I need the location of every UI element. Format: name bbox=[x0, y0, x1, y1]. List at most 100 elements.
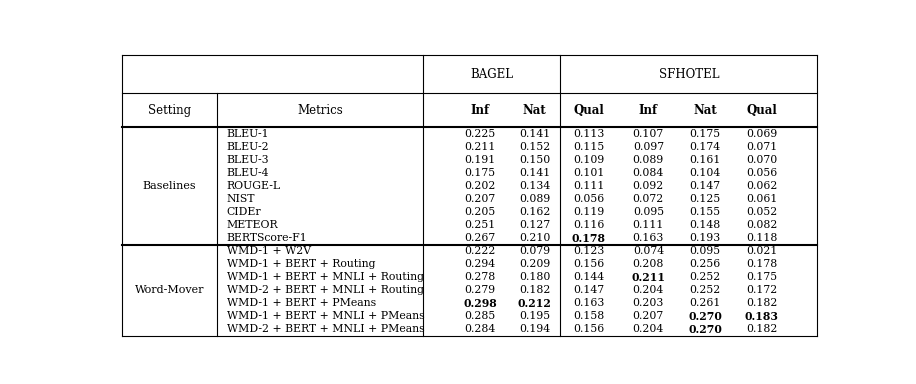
Text: 0.210: 0.210 bbox=[519, 233, 551, 243]
Text: 0.070: 0.070 bbox=[747, 155, 778, 165]
Text: 0.109: 0.109 bbox=[573, 155, 605, 165]
Text: 0.134: 0.134 bbox=[519, 181, 551, 191]
Text: 0.252: 0.252 bbox=[690, 272, 721, 282]
Text: Setting: Setting bbox=[148, 104, 191, 117]
Text: WMD-2 + BERT + MNLI + PMeans: WMD-2 + BERT + MNLI + PMeans bbox=[226, 324, 424, 334]
Text: 0.182: 0.182 bbox=[747, 324, 778, 334]
Text: 0.204: 0.204 bbox=[633, 285, 664, 295]
Text: 0.285: 0.285 bbox=[464, 311, 496, 321]
Text: 0.207: 0.207 bbox=[464, 194, 496, 204]
Text: 0.021: 0.021 bbox=[747, 246, 778, 256]
Text: 0.203: 0.203 bbox=[633, 298, 664, 308]
Text: 0.163: 0.163 bbox=[573, 298, 605, 308]
Text: 0.156: 0.156 bbox=[573, 259, 605, 269]
Text: 0.144: 0.144 bbox=[573, 272, 605, 282]
Text: BERTScore-F1: BERTScore-F1 bbox=[226, 233, 308, 243]
Text: 0.174: 0.174 bbox=[690, 142, 721, 152]
Text: 0.141: 0.141 bbox=[519, 168, 551, 178]
Text: 0.141: 0.141 bbox=[519, 129, 551, 139]
Text: 0.082: 0.082 bbox=[747, 220, 778, 230]
Text: 0.175: 0.175 bbox=[690, 129, 721, 139]
Text: WMD-1 + BERT + PMeans: WMD-1 + BERT + PMeans bbox=[226, 298, 376, 308]
Text: Metrics: Metrics bbox=[298, 104, 344, 117]
Text: Word-Mover: Word-Mover bbox=[135, 285, 204, 295]
Text: WMD-1 + W2V: WMD-1 + W2V bbox=[226, 246, 311, 256]
Text: 0.209: 0.209 bbox=[519, 259, 551, 269]
Text: Qual: Qual bbox=[747, 104, 778, 117]
Text: 0.175: 0.175 bbox=[747, 272, 778, 282]
Text: 0.095: 0.095 bbox=[690, 246, 721, 256]
Text: 0.204: 0.204 bbox=[633, 324, 664, 334]
Text: 0.104: 0.104 bbox=[690, 168, 721, 178]
Text: 0.178: 0.178 bbox=[572, 233, 605, 243]
Text: BLEU-4: BLEU-4 bbox=[226, 168, 269, 178]
Text: BLEU-2: BLEU-2 bbox=[226, 142, 269, 152]
Text: 0.211: 0.211 bbox=[464, 142, 496, 152]
Text: 0.182: 0.182 bbox=[519, 285, 551, 295]
Text: 0.294: 0.294 bbox=[464, 259, 496, 269]
Text: 0.211: 0.211 bbox=[631, 272, 665, 283]
Text: 0.107: 0.107 bbox=[633, 129, 664, 139]
Text: 0.261: 0.261 bbox=[690, 298, 721, 308]
Text: 0.116: 0.116 bbox=[573, 220, 605, 230]
Text: 0.152: 0.152 bbox=[519, 142, 551, 152]
Text: WMD-2 + BERT + MNLI + Routing: WMD-2 + BERT + MNLI + Routing bbox=[226, 285, 424, 295]
Text: 0.125: 0.125 bbox=[690, 194, 721, 204]
Text: WMD-1 + BERT + Routing: WMD-1 + BERT + Routing bbox=[226, 259, 376, 269]
Text: 0.162: 0.162 bbox=[519, 207, 551, 217]
Text: Qual: Qual bbox=[573, 104, 604, 117]
Text: 0.158: 0.158 bbox=[573, 311, 605, 321]
Text: 0.148: 0.148 bbox=[690, 220, 721, 230]
Text: WMD-1 + BERT + MNLI + PMeans: WMD-1 + BERT + MNLI + PMeans bbox=[226, 311, 424, 321]
Text: 0.111: 0.111 bbox=[633, 220, 664, 230]
Text: 0.161: 0.161 bbox=[690, 155, 721, 165]
Text: 0.084: 0.084 bbox=[633, 168, 664, 178]
Text: 0.191: 0.191 bbox=[464, 155, 496, 165]
Text: 0.298: 0.298 bbox=[463, 298, 497, 309]
Text: 0.251: 0.251 bbox=[464, 220, 496, 230]
Text: 0.202: 0.202 bbox=[464, 181, 496, 191]
Text: 0.095: 0.095 bbox=[633, 207, 664, 217]
Text: SFHOTEL: SFHOTEL bbox=[659, 68, 719, 81]
Text: 0.062: 0.062 bbox=[747, 181, 778, 191]
Text: 0.270: 0.270 bbox=[688, 311, 722, 322]
Text: 0.089: 0.089 bbox=[633, 155, 664, 165]
Text: 0.178: 0.178 bbox=[747, 259, 778, 269]
Text: Inf: Inf bbox=[471, 104, 490, 117]
Text: 0.222: 0.222 bbox=[464, 246, 496, 256]
Text: 0.089: 0.089 bbox=[519, 194, 551, 204]
Text: 0.180: 0.180 bbox=[519, 272, 551, 282]
Text: 0.147: 0.147 bbox=[573, 285, 605, 295]
Text: 0.225: 0.225 bbox=[464, 129, 496, 139]
Text: 0.061: 0.061 bbox=[747, 194, 778, 204]
Text: 0.279: 0.279 bbox=[464, 285, 496, 295]
Text: Nat: Nat bbox=[523, 104, 547, 117]
Text: 0.252: 0.252 bbox=[690, 285, 721, 295]
Text: 0.101: 0.101 bbox=[573, 168, 605, 178]
Text: 0.097: 0.097 bbox=[633, 142, 664, 152]
Text: 0.205: 0.205 bbox=[464, 207, 496, 217]
Text: 0.193: 0.193 bbox=[690, 233, 721, 243]
Text: 0.127: 0.127 bbox=[519, 220, 551, 230]
Text: 0.069: 0.069 bbox=[747, 129, 778, 139]
Text: 0.118: 0.118 bbox=[747, 233, 778, 243]
Text: 0.212: 0.212 bbox=[518, 298, 551, 309]
Text: 0.175: 0.175 bbox=[464, 168, 496, 178]
Text: 0.119: 0.119 bbox=[573, 207, 605, 217]
Text: 0.155: 0.155 bbox=[690, 207, 721, 217]
Text: 0.056: 0.056 bbox=[573, 194, 605, 204]
Text: 0.074: 0.074 bbox=[633, 246, 664, 256]
Text: 0.256: 0.256 bbox=[690, 259, 721, 269]
Text: ROUGE-L: ROUGE-L bbox=[226, 181, 281, 191]
Text: 0.079: 0.079 bbox=[519, 246, 551, 256]
Text: 0.267: 0.267 bbox=[464, 233, 496, 243]
Text: 0.194: 0.194 bbox=[519, 324, 551, 334]
Text: 0.052: 0.052 bbox=[747, 207, 778, 217]
Text: 0.208: 0.208 bbox=[633, 259, 664, 269]
Text: 0.092: 0.092 bbox=[633, 181, 664, 191]
Text: 0.156: 0.156 bbox=[573, 324, 605, 334]
Text: 0.270: 0.270 bbox=[688, 324, 722, 335]
Text: 0.284: 0.284 bbox=[464, 324, 496, 334]
Text: 0.182: 0.182 bbox=[747, 298, 778, 308]
Text: WMD-1 + BERT + MNLI + Routing: WMD-1 + BERT + MNLI + Routing bbox=[226, 272, 424, 282]
